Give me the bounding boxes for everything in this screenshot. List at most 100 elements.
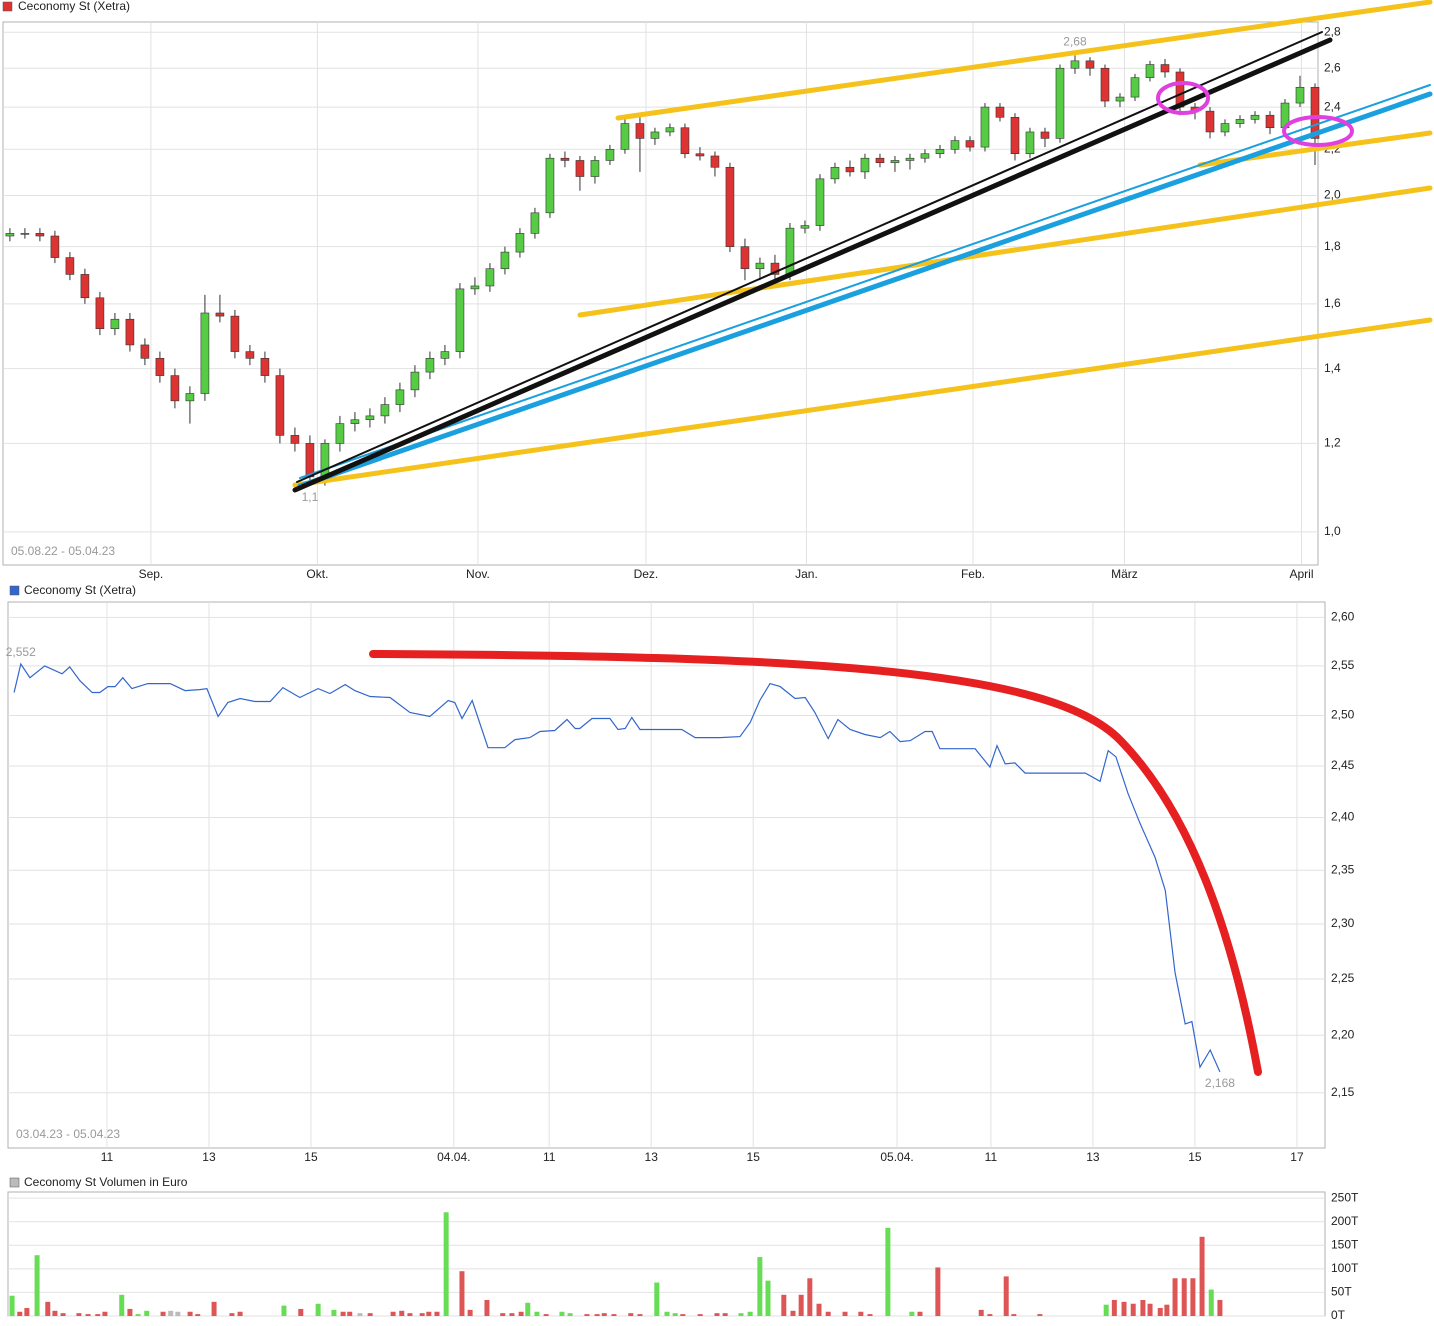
x-tick-label: 11 bbox=[985, 1150, 998, 1164]
x-tick-label: April bbox=[1289, 567, 1313, 581]
trendline bbox=[296, 31, 1323, 483]
candle-body bbox=[440, 351, 450, 359]
title-icon bbox=[2, 1, 13, 12]
volume-bar bbox=[611, 1314, 617, 1316]
trendline bbox=[292, 317, 1433, 488]
volume-bar bbox=[500, 1313, 506, 1316]
volume-bar bbox=[34, 1255, 40, 1316]
x-tick-label: März bbox=[1111, 567, 1138, 581]
x-tick-label: 11 bbox=[543, 1150, 556, 1164]
y-tick-label: 2,6 bbox=[1324, 60, 1341, 74]
candle-body bbox=[380, 404, 390, 417]
candle-body bbox=[1145, 64, 1155, 78]
price-line bbox=[13, 662, 1221, 1073]
candle-body bbox=[1160, 64, 1170, 73]
volume-bar bbox=[680, 1314, 686, 1316]
volume-bar bbox=[1037, 1314, 1043, 1316]
y-tick-label: 2,45 bbox=[1331, 758, 1355, 772]
y-tick-label: 2,30 bbox=[1331, 916, 1355, 930]
candle-body bbox=[605, 149, 615, 161]
candle-body bbox=[1100, 67, 1110, 102]
x-tick-label: 13 bbox=[1086, 1150, 1100, 1164]
y-tick-label: 1,6 bbox=[1324, 296, 1341, 310]
candle-body bbox=[860, 157, 870, 173]
volume-bar bbox=[1164, 1304, 1170, 1316]
volume-bar bbox=[60, 1313, 66, 1316]
candle-body bbox=[1055, 67, 1065, 139]
volume-bar bbox=[978, 1309, 984, 1316]
date-range: 03.04.23 - 05.04.23 bbox=[16, 1127, 120, 1141]
candle-body bbox=[245, 351, 255, 359]
volume-bar bbox=[1157, 1307, 1163, 1316]
volume-bar bbox=[654, 1282, 660, 1316]
volume-bar bbox=[1172, 1278, 1178, 1316]
volume-bar bbox=[95, 1314, 101, 1316]
y-tick-label: 2,4 bbox=[1324, 99, 1341, 113]
volume-bar bbox=[1190, 1278, 1196, 1316]
candle-body bbox=[410, 371, 420, 391]
volume-bar bbox=[434, 1311, 440, 1316]
candle-body bbox=[905, 157, 915, 161]
candle-body bbox=[770, 262, 780, 275]
x-tick-label: Sep. bbox=[139, 567, 164, 581]
volume-bar bbox=[765, 1280, 771, 1316]
volume-bar bbox=[187, 1311, 193, 1316]
candle-body bbox=[845, 166, 855, 173]
candle-body bbox=[575, 160, 585, 177]
volume-bar bbox=[298, 1308, 304, 1316]
volume-bar bbox=[119, 1294, 125, 1316]
candle-body bbox=[665, 127, 675, 133]
candle-body bbox=[950, 140, 960, 150]
volume-bar bbox=[17, 1311, 23, 1316]
volume-bar bbox=[807, 1278, 813, 1316]
candle-body bbox=[620, 123, 630, 150]
candle-body bbox=[155, 358, 165, 376]
candle-body bbox=[395, 389, 405, 405]
candle-body bbox=[95, 297, 105, 330]
volume-bar bbox=[664, 1311, 670, 1316]
volume-bar bbox=[340, 1311, 346, 1316]
annotation: 1,1 bbox=[302, 490, 319, 504]
volume-bar bbox=[135, 1314, 141, 1316]
x-tick-label: 11 bbox=[101, 1150, 114, 1164]
candle-body bbox=[185, 393, 195, 402]
volume-bar bbox=[45, 1301, 51, 1316]
volume-bar bbox=[697, 1314, 703, 1316]
y-tick-label: 2,40 bbox=[1331, 810, 1355, 824]
y-tick-label: 2,0 bbox=[1324, 188, 1341, 202]
y-tick-label: 150T bbox=[1331, 1237, 1359, 1251]
x-tick-label: 15 bbox=[747, 1150, 761, 1164]
trendline bbox=[292, 37, 1333, 493]
candle-body bbox=[815, 178, 825, 226]
volume-bar bbox=[1111, 1299, 1117, 1316]
volume-bar bbox=[9, 1295, 15, 1316]
candle-body bbox=[125, 318, 135, 346]
volume-bar bbox=[102, 1311, 108, 1316]
x-tick-label: Okt. bbox=[306, 567, 328, 581]
volume-bar bbox=[1130, 1303, 1136, 1316]
highlight-ellipse bbox=[1156, 81, 1210, 115]
x-tick-label: Jan. bbox=[795, 567, 818, 581]
volume-bar bbox=[917, 1311, 923, 1316]
candle-body bbox=[1040, 131, 1050, 139]
candle-body bbox=[890, 160, 900, 164]
chart-title: Ceconomy St Volumen in Euro bbox=[24, 1175, 188, 1189]
candle-body bbox=[1295, 86, 1305, 104]
candle-body bbox=[1250, 114, 1260, 120]
candle-body bbox=[350, 419, 360, 424]
volume-bar bbox=[747, 1311, 753, 1316]
volume-bar bbox=[987, 1314, 993, 1316]
x-tick-label: 05.04. bbox=[880, 1150, 913, 1164]
candle-body bbox=[1085, 60, 1095, 69]
candle-body bbox=[1235, 119, 1245, 124]
volume-bar bbox=[543, 1314, 549, 1316]
y-tick-label: 1,2 bbox=[1324, 436, 1341, 450]
volume-bar bbox=[672, 1313, 678, 1316]
x-tick-label: Nov. bbox=[466, 567, 490, 581]
volume-bar bbox=[52, 1310, 58, 1316]
chart-title: Ceconomy St (Xetra) bbox=[18, 0, 130, 13]
y-tick-label: 50T bbox=[1331, 1285, 1352, 1299]
candle-body bbox=[275, 375, 285, 436]
candle-body bbox=[20, 233, 30, 235]
candle-body bbox=[965, 140, 975, 148]
